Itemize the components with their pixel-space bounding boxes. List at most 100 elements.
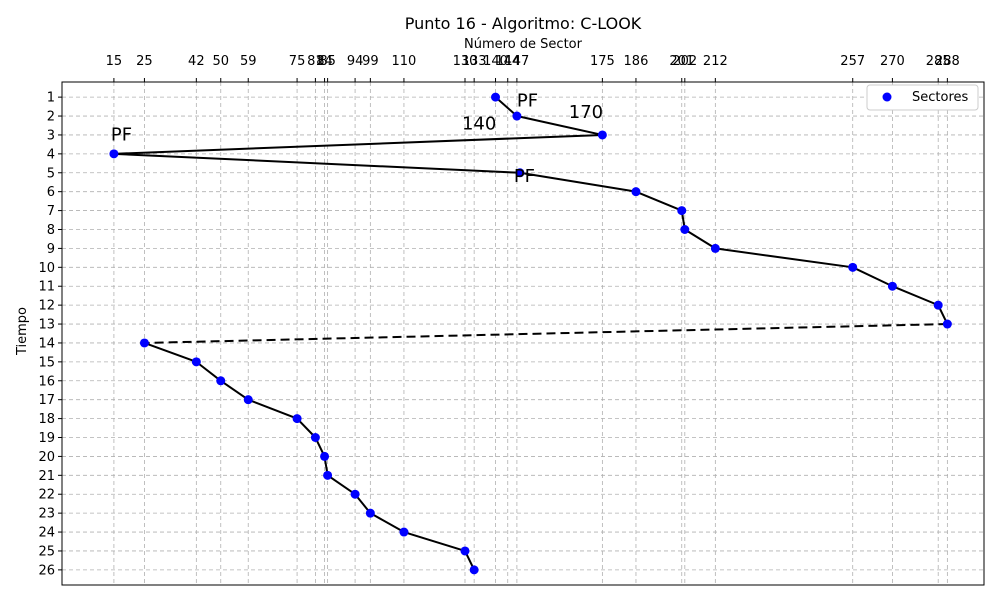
sector-point	[243, 395, 253, 405]
x-tick-label: 42	[188, 54, 205, 69]
x-tick-label: 130	[453, 54, 478, 69]
y-tick-label: 18	[38, 412, 55, 427]
sector-point	[365, 508, 375, 518]
x-tick-label: 85	[319, 54, 336, 69]
seek-segment	[327, 474, 356, 496]
legend: Sectores	[866, 84, 979, 111]
sector-point	[469, 565, 479, 575]
y-tick-label: 21	[38, 469, 55, 484]
x-tick-label: 257	[840, 54, 865, 69]
chart-title: Punto 16 - Algoritmo: C-LOOK	[405, 14, 642, 33]
sector-point	[292, 414, 302, 424]
sector-point	[491, 92, 501, 102]
seek-segment	[519, 171, 637, 193]
x-tick-label: 140	[483, 54, 508, 69]
sector-point	[350, 489, 360, 499]
x-tick-label: 133	[462, 54, 487, 69]
y-tick-label: 26	[38, 563, 55, 578]
y-axis-label: Tiempo	[15, 307, 30, 356]
sector-points	[109, 92, 952, 575]
sector-point	[191, 357, 201, 367]
annotation-label: PF	[111, 125, 132, 146]
sector-point	[933, 300, 943, 310]
sector-point	[139, 338, 149, 348]
sector-point	[320, 451, 330, 461]
sector-point	[887, 281, 897, 291]
seek-segment	[369, 512, 405, 533]
y-tick-label: 24	[38, 526, 55, 541]
y-tick-label: 23	[38, 507, 55, 522]
y-tick-label: 5	[47, 166, 55, 181]
x-tick-label: 212	[703, 54, 728, 69]
x-tick-label: 147	[504, 54, 529, 69]
annotation-label: 140	[462, 113, 496, 134]
seek-segment	[113, 133, 603, 155]
sector-point	[680, 224, 690, 234]
x-axis-label: Número de Sector	[464, 37, 583, 52]
sector-point	[515, 168, 525, 178]
y-tick-label: 10	[38, 261, 55, 276]
seek-segment	[113, 152, 520, 174]
sector-point	[942, 319, 952, 329]
x-tick-label: 202	[672, 54, 697, 69]
x-tick-label: 81	[307, 54, 324, 69]
legend-marker	[882, 92, 892, 102]
legend-label-sectores: Sectores	[912, 90, 969, 105]
y-tick-label: 7	[47, 204, 55, 219]
annotation-label: 170	[569, 102, 603, 123]
y-tick-label: 6	[47, 185, 55, 200]
seek-segment	[852, 266, 893, 288]
x-tick-label: 15	[106, 54, 123, 69]
x-tick-label: 186	[624, 54, 649, 69]
sector-point	[216, 376, 226, 386]
x-tick-label: 75	[289, 54, 306, 69]
seek-segment	[635, 190, 683, 212]
sector-point	[399, 527, 409, 537]
seek-segment	[247, 398, 298, 420]
y-tick-label: 3	[47, 128, 55, 143]
x-tick-label: 270	[880, 54, 905, 69]
seek-segment	[195, 361, 222, 382]
x-tick-label: 175	[590, 54, 615, 69]
y-tick-label: 17	[38, 393, 55, 408]
y-axis-ticks: 1234567891011121314151617181920212223242…	[38, 91, 62, 578]
x-tick-label: 25	[136, 54, 153, 69]
y-tick-label: 15	[38, 355, 55, 370]
x-tick-label: 201	[669, 54, 694, 69]
seek-segment	[715, 247, 853, 269]
y-tick-label: 4	[47, 147, 55, 162]
y-tick-label: 22	[38, 488, 55, 503]
sector-point	[109, 149, 119, 159]
sector-point	[710, 243, 720, 253]
sector-point	[631, 187, 641, 197]
sector-point	[323, 470, 333, 480]
sector-point	[460, 546, 470, 556]
x-tick-label: 110	[392, 54, 417, 69]
y-tick-label: 12	[38, 299, 55, 314]
y-tick-label: 1	[47, 91, 55, 106]
y-tick-label: 14	[38, 336, 55, 351]
seek-segment	[516, 115, 603, 136]
plot-area-frame	[61, 81, 985, 586]
seek-segment	[494, 96, 518, 117]
annotation-label: PF	[514, 166, 535, 187]
seek-segment	[220, 379, 249, 401]
annotations: PF 170 140 PF PF	[111, 91, 603, 188]
y-tick-label: 9	[47, 242, 55, 257]
y-tick-label: 20	[38, 450, 55, 465]
seek-segment	[144, 342, 197, 363]
x-tick-label: 84	[316, 54, 333, 69]
seek-segment	[144, 323, 948, 344]
sector-point	[310, 433, 320, 443]
x-tick-label: 50	[212, 54, 229, 69]
y-tick-label: 8	[47, 223, 55, 238]
x-tick-label: 285	[926, 54, 951, 69]
seek-segment	[403, 531, 466, 552]
y-tick-label: 2	[47, 110, 55, 125]
y-tick-label: 16	[38, 374, 55, 389]
sector-point	[677, 206, 687, 216]
sector-point	[512, 111, 522, 121]
x-tick-label: 59	[240, 54, 257, 69]
